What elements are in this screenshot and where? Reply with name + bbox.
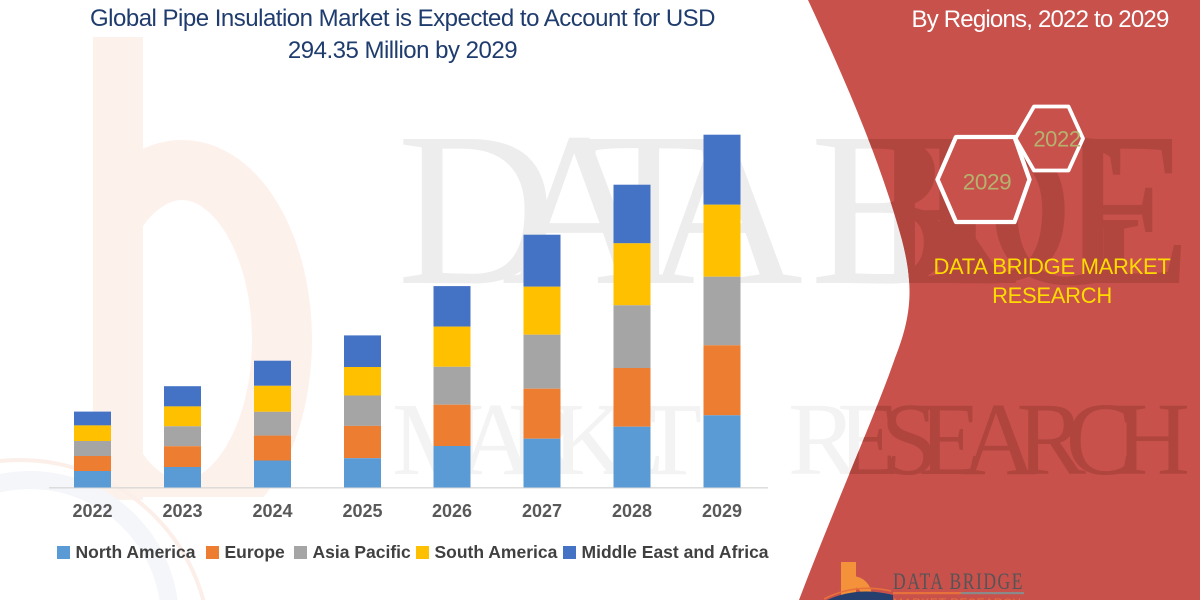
svg-text:2022: 2022 [1033,127,1081,152]
svg-text:2029: 2029 [963,170,1011,195]
svg-text:DATA BRIDGE: DATA BRIDGE [893,569,1024,594]
svg-text:MARKET RESEARCH: MARKET RESEARCH [893,596,1023,600]
